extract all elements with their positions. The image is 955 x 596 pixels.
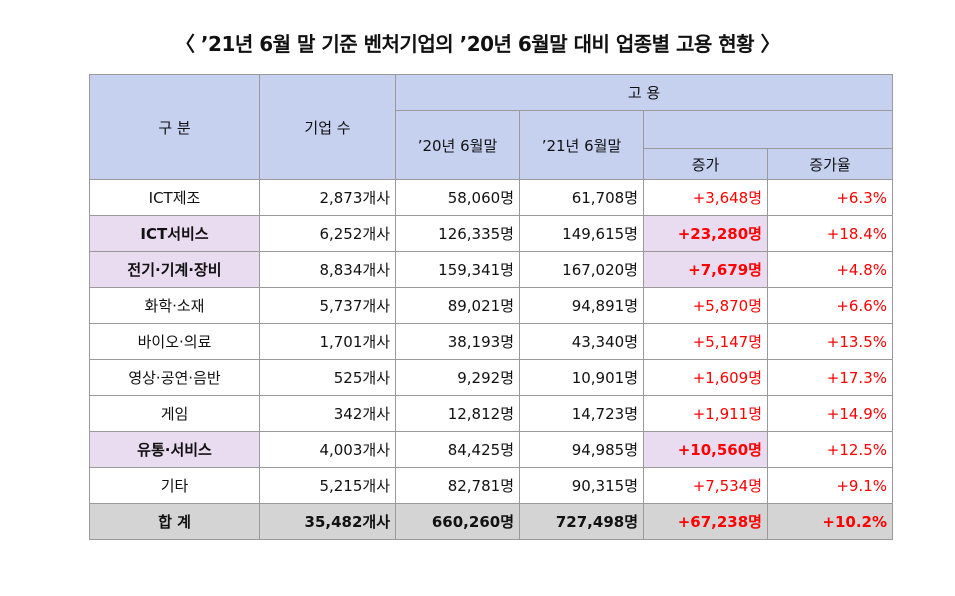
cell-jun20: 12,812명 [395,395,520,432]
cell-jun20: 82,781명 [395,467,520,504]
total-companies: 35,482개사 [259,503,396,540]
cell-category: 화학·소재 [89,287,260,324]
cell-category: 게임 [89,395,260,432]
cell-jun20: 126,335명 [395,215,520,252]
total-jun20: 660,260명 [395,503,520,540]
cell-rate: +9.1% [767,467,893,504]
cell-companies: 2,873개사 [259,179,396,216]
cell-increase: +7,534명 [643,467,768,504]
cell-jun20: 159,341명 [395,251,520,288]
cell-jun21: 14,723명 [519,395,644,432]
cell-increase: +7,679명 [643,251,768,288]
total-rate: +10.2% [767,503,893,540]
cell-increase: +10,560명 [643,431,768,468]
total-jun21: 727,498명 [519,503,644,540]
cell-increase: +1,609명 [643,359,768,396]
cell-jun21: 43,340명 [519,323,644,360]
cell-jun20: 84,425명 [395,431,520,468]
table-row: 화학·소재 5,737개사 89,021명 94,891명 +5,870명 +6.6% [89,287,893,324]
cell-companies: 6,252개사 [259,215,396,252]
table-body: ICT제조 2,873개사 58,060명 61,708명 +3,648명 +6.3% IC… [89,179,893,540]
header-companies: 기업 수 [259,74,396,180]
cell-jun21: 90,315명 [519,467,644,504]
cell-rate: +13.5% [767,323,893,360]
cell-jun20: 89,021명 [395,287,520,324]
cell-increase: +5,870명 [643,287,768,324]
cell-rate: +12.5% [767,431,893,468]
total-increase: +67,238명 [643,503,768,540]
cell-companies: 5,737개사 [259,287,396,324]
cell-rate: +18.4% [767,215,893,252]
header-jun20: ’20년 6월말 [395,110,520,180]
table-row: 전기·기계·장비 8,834개사 159,341명 167,020명 +7,679명 +4… [89,251,893,288]
table-row: 게임 342개사 12,812명 14,723명 +1,911명 +14.9% [89,395,893,432]
cell-category: 전기·기계·장비 [89,251,260,288]
header-employment: 고 용 [395,74,893,111]
cell-increase: +5,147명 [643,323,768,360]
cell-category: ICT제조 [89,179,260,216]
table-row: ICT제조 2,873개사 58,060명 61,708명 +3,648명 +6.3% [89,179,893,216]
cell-category: 바이오·의료 [89,323,260,360]
cell-jun21: 167,020명 [519,251,644,288]
cell-rate: +4.8% [767,251,893,288]
table-row: 유통·서비스 4,003개사 84,425명 94,985명 +10,560명 +12.5… [89,431,893,468]
table-row: 영상·공연·음반 525개사 9,292명 10,901명 +1,609명 +17.3% [89,359,893,396]
cell-companies: 4,003개사 [259,431,396,468]
cell-companies: 5,215개사 [259,467,396,504]
cell-jun21: 94,891명 [519,287,644,324]
cell-companies: 8,834개사 [259,251,396,288]
total-row: 합 계 35,482개사 660,260명 727,498명 +67,238명 +10.2… [89,503,893,540]
cell-jun20: 58,060명 [395,179,520,216]
cell-jun21: 10,901명 [519,359,644,396]
cell-companies: 342개사 [259,395,396,432]
cell-companies: 1,701개사 [259,323,396,360]
page-title: 〈 ’21년 6월 말 기준 벤처기업의 ’20년 6월말 대비 업종별 고용 … [174,32,781,56]
cell-rate: +6.6% [767,287,893,324]
cell-category: ICT서비스 [89,215,260,252]
table-row: 바이오·의료 1,701개사 38,193명 43,340명 +5,147명 +13.5% [89,323,893,360]
cell-increase: +1,911명 [643,395,768,432]
table-row: 기타 5,215개사 82,781명 90,315명 +7,534명 +9.1% [89,467,893,504]
cell-category: 영상·공연·음반 [89,359,260,396]
cell-jun20: 38,193명 [395,323,520,360]
header-category: 구 분 [89,74,260,180]
cell-jun21: 94,985명 [519,431,644,468]
cell-rate: +14.9% [767,395,893,432]
cell-companies: 525개사 [259,359,396,396]
header-spacer [643,110,893,149]
cell-category: 기타 [89,467,260,504]
cell-jun21: 149,615명 [519,215,644,252]
cell-category: 유통·서비스 [89,431,260,468]
header-rate: 증가율 [767,148,893,180]
cell-jun21: 61,708명 [519,179,644,216]
cell-increase: +23,280명 [643,215,768,252]
cell-rate: +17.3% [767,359,893,396]
header-increase: 증가 [643,148,768,180]
cell-rate: +6.3% [767,179,893,216]
table-row: ICT서비스 6,252개사 126,335명 149,615명 +23,280명 +18… [89,215,893,252]
header-jun21: ’21년 6월말 [519,110,644,180]
cell-increase: +3,648명 [643,179,768,216]
employment-table: 구 분 기업 수 고 용 ’20년 6월말 ’21년 6월말 증가 증가율 IC… [89,74,893,540]
total-category: 합 계 [89,503,260,540]
cell-jun20: 9,292명 [395,359,520,396]
